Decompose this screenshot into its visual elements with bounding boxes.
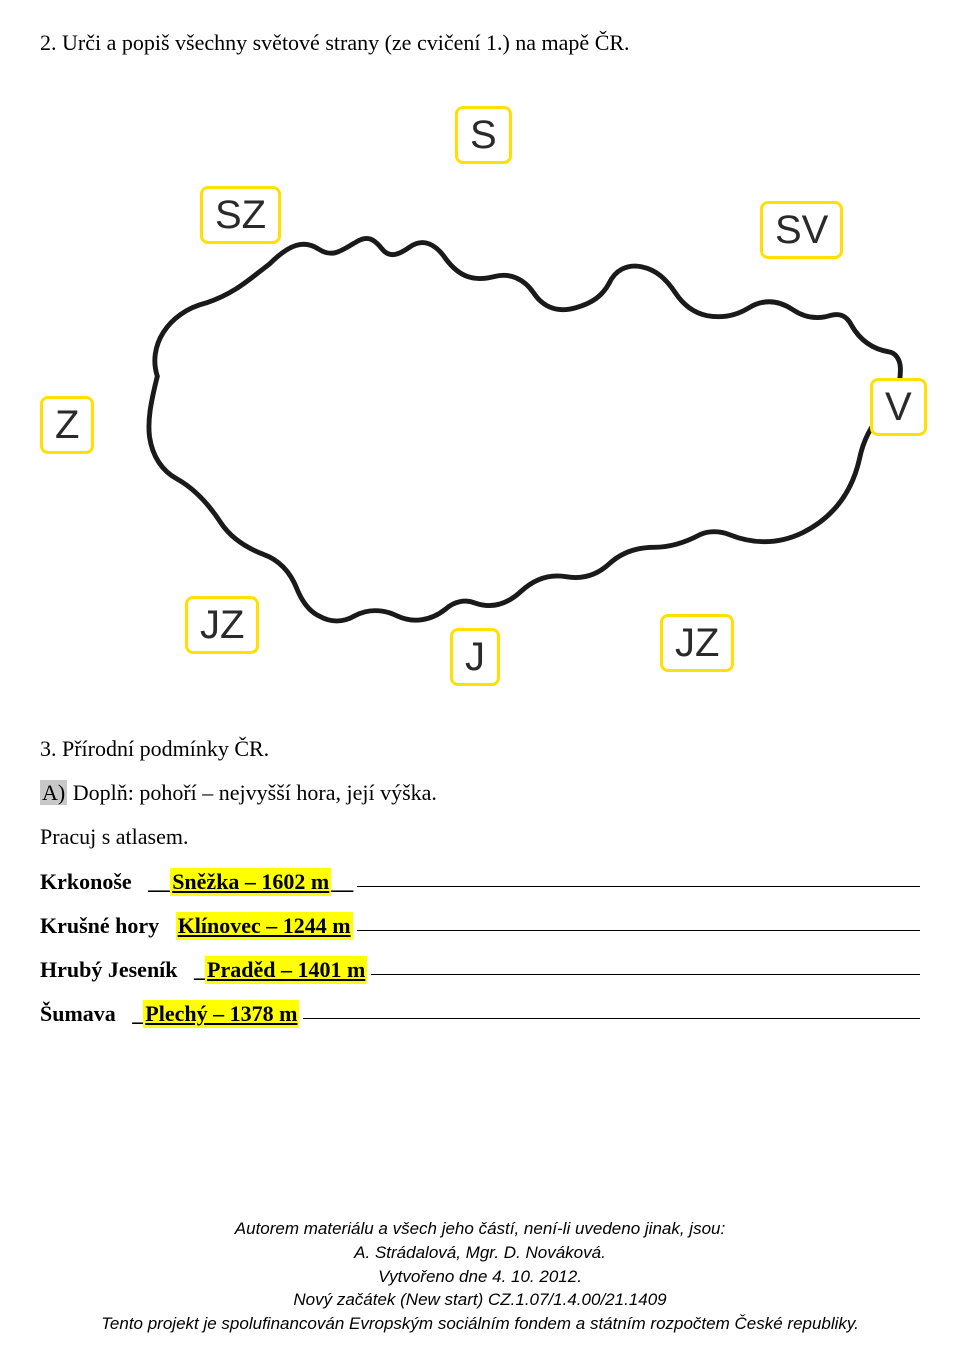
footer-line-3: Vytvořeno dne 4. 10. 2012. [0, 1265, 960, 1289]
direction-box-sv: SV [760, 201, 843, 259]
answer-label: Šumava _ [40, 1001, 143, 1027]
q3-a-text: Doplň: pohoří – nejvyšší hora, její výšk… [67, 780, 437, 805]
direction-box-jz: JZ [185, 596, 259, 654]
direction-box-s: S [455, 106, 512, 164]
answer-label: Krkonoše __ [40, 869, 170, 895]
question-3-heading: 3. Přírodní podmínky ČR. [40, 736, 920, 762]
footer-line-1: Autorem materiálu a všech jeho částí, ne… [0, 1217, 960, 1241]
answer-line-3: Šumava _Plechý – 1378 m [40, 1000, 920, 1028]
answer-value: Klínovec – 1244 m [176, 912, 353, 940]
answer-label: Hrubý Jeseník _ [40, 957, 205, 983]
map-container: SSZSVZVJZJJZ [40, 76, 920, 696]
answer-blank-line [357, 930, 920, 931]
footer-line-4: Nový začátek (New start) CZ.1.07/1.4.00/… [0, 1288, 960, 1312]
direction-box-jz: JZ [660, 614, 734, 672]
answer-label: Krušné hory [40, 913, 176, 939]
q3-prefix: 3. [40, 736, 62, 761]
footer-line-5: Tento projekt je spolufinancován Evropsk… [0, 1312, 960, 1336]
page-footer: Autorem materiálu a všech jeho částí, ne… [0, 1217, 960, 1336]
direction-box-v: V [870, 378, 927, 436]
answer-value: Plechý – 1378 m [143, 1000, 299, 1028]
answer-value: Praděd – 1401 m [205, 956, 367, 984]
direction-box-z: Z [40, 396, 94, 454]
map-outline-path [149, 238, 901, 621]
direction-box-sz: SZ [200, 186, 281, 244]
answer-value: Sněžka – 1602 m [170, 868, 331, 896]
answer-suffix: __ [331, 869, 353, 895]
answer-blank-line [371, 974, 920, 975]
answer-line-0: Krkonoše __Sněžka – 1602 m__ [40, 868, 920, 896]
direction-box-j: J [450, 628, 500, 686]
cz-map-outline [40, 76, 920, 696]
q3-instruction: Pracuj s atlasem. [40, 824, 920, 850]
answer-blank-line [303, 1018, 920, 1019]
footer-line-2: A. Strádalová, Mgr. D. Nováková. [0, 1241, 960, 1265]
answer-line-2: Hrubý Jeseník _Praděd – 1401 m [40, 956, 920, 984]
question-2: 2. Urči a popiš všechny světové strany (… [40, 30, 920, 56]
q3-a-marker: A) [40, 780, 67, 805]
answer-blank-line [357, 886, 920, 887]
q3-sub-a: A) Doplň: pohoří – nejvyšší hora, její v… [40, 780, 920, 806]
q3-heading-text: Přírodní podmínky ČR. [62, 736, 269, 761]
answer-line-1: Krušné hory Klínovec – 1244 m [40, 912, 920, 940]
